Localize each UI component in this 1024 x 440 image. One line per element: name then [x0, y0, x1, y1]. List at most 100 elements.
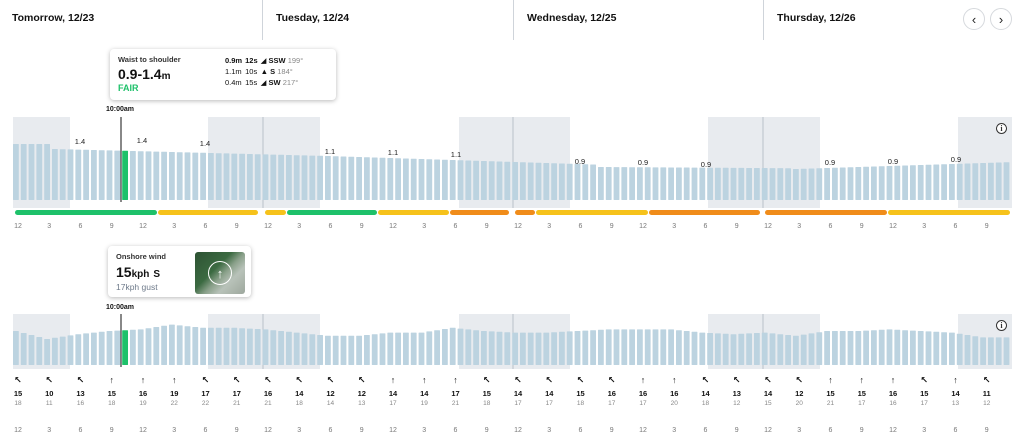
wind-bar[interactable] [122, 330, 128, 365]
surf-bar[interactable] [122, 150, 128, 200]
wind-bar[interactable] [75, 334, 82, 365]
wind-bar[interactable] [52, 337, 58, 365]
wind-bar[interactable] [145, 328, 152, 365]
surf-bar[interactable] [761, 168, 768, 200]
wind-bar[interactable] [785, 335, 791, 365]
surf-bar[interactable] [137, 151, 144, 200]
surf-bar[interactable] [785, 168, 791, 200]
surf-bar[interactable] [286, 155, 292, 200]
surf-bar[interactable] [949, 164, 955, 200]
wind-bar[interactable] [176, 325, 183, 365]
surf-bar[interactable] [972, 163, 979, 200]
wind-bar[interactable] [933, 331, 940, 365]
surf-bar[interactable] [223, 153, 230, 200]
wind-map-thumbnail[interactable]: ↑ [195, 252, 245, 294]
surf-bar[interactable] [28, 144, 35, 200]
wind-bar[interactable] [395, 332, 401, 365]
surf-bar[interactable] [738, 167, 745, 200]
surf-bar[interactable] [621, 167, 628, 200]
surf-bar[interactable] [902, 165, 908, 201]
wind-bar[interactable] [457, 328, 464, 365]
wind-bar[interactable] [535, 332, 542, 365]
wind-bar[interactable] [137, 329, 144, 365]
surf-bar[interactable] [652, 167, 659, 200]
wind-bar[interactable] [325, 335, 331, 365]
wind-bar[interactable] [543, 332, 550, 365]
surf-bar[interactable] [715, 167, 721, 200]
wind-bar[interactable] [637, 329, 643, 365]
wind-bar[interactable] [418, 332, 425, 365]
wind-bar[interactable] [894, 329, 901, 365]
surf-bar[interactable] [130, 151, 136, 200]
wind-bar[interactable] [871, 330, 877, 365]
surf-bar[interactable] [481, 161, 487, 200]
wind-bar[interactable] [449, 327, 456, 365]
wind-bar[interactable] [527, 332, 534, 365]
wind-bar[interactable] [387, 332, 394, 365]
surf-bar[interactable] [863, 166, 869, 200]
surf-bar[interactable] [995, 162, 1002, 201]
surf-bar[interactable] [317, 155, 323, 200]
next-day-button[interactable]: › [990, 8, 1012, 30]
wind-bar[interactable] [356, 335, 362, 365]
surf-bar[interactable] [426, 159, 433, 200]
wind-bar[interactable] [925, 331, 932, 365]
wind-bar[interactable] [239, 328, 245, 365]
wind-bar[interactable] [988, 337, 994, 365]
wind-bar[interactable] [551, 332, 557, 365]
wind-bar[interactable] [114, 330, 121, 365]
wind-bar[interactable] [715, 333, 721, 365]
surf-bar[interactable] [270, 154, 277, 200]
wind-bar[interactable] [465, 329, 472, 365]
surf-bar[interactable] [106, 150, 113, 200]
surf-bar[interactable] [67, 149, 74, 200]
surf-bar[interactable] [364, 157, 370, 200]
surf-bar[interactable] [145, 151, 152, 200]
surf-bar[interactable] [847, 167, 854, 200]
wind-bar[interactable] [652, 329, 659, 365]
surf-bar[interactable] [98, 150, 105, 200]
surf-bar[interactable] [629, 167, 635, 200]
wind-bar[interactable] [504, 332, 511, 365]
surf-bar[interactable] [387, 158, 394, 200]
wind-bar[interactable] [13, 331, 19, 365]
surf-bar[interactable] [699, 167, 706, 200]
wind-bar[interactable] [816, 332, 823, 365]
surf-bar[interactable] [754, 168, 760, 200]
surf-bar[interactable] [325, 156, 331, 200]
surf-bar[interactable] [434, 159, 440, 201]
wind-bar[interactable] [621, 329, 628, 365]
surf-bar[interactable] [254, 154, 261, 200]
wind-bar[interactable] [574, 331, 581, 365]
wind-bar[interactable] [59, 336, 66, 365]
surf-bar[interactable] [496, 161, 503, 201]
wind-bar[interactable] [278, 331, 284, 365]
surf-bar[interactable] [956, 163, 963, 200]
surf-bar[interactable] [871, 166, 877, 201]
wind-bar[interactable] [161, 325, 167, 365]
surf-bar[interactable] [348, 156, 355, 200]
wind-bar[interactable] [106, 331, 113, 365]
wind-bar[interactable] [301, 333, 308, 365]
surf-bar[interactable] [83, 149, 89, 200]
wind-bar[interactable] [340, 335, 347, 365]
surf-bar[interactable] [262, 154, 269, 200]
wind-bar[interactable] [629, 329, 635, 365]
surf-bar[interactable] [465, 160, 472, 201]
wind-bar[interactable] [980, 337, 986, 365]
wind-bar[interactable] [964, 335, 971, 365]
wind-bar[interactable] [1003, 337, 1010, 365]
surf-bar[interactable] [449, 160, 456, 200]
surf-bar[interactable] [964, 163, 971, 201]
surf-bar[interactable] [512, 162, 518, 200]
wind-bar[interactable] [793, 335, 799, 365]
surf-bar[interactable] [473, 160, 479, 200]
wind-bar[interactable] [738, 333, 745, 365]
surf-bar[interactable] [613, 167, 620, 200]
surf-bar[interactable] [395, 158, 401, 200]
wind-bar[interactable] [379, 333, 386, 365]
wind-bar[interactable] [676, 330, 682, 365]
wind-bar[interactable] [722, 333, 729, 365]
prev-day-button[interactable]: ‹ [963, 8, 985, 30]
wind-bar[interactable] [223, 327, 230, 365]
